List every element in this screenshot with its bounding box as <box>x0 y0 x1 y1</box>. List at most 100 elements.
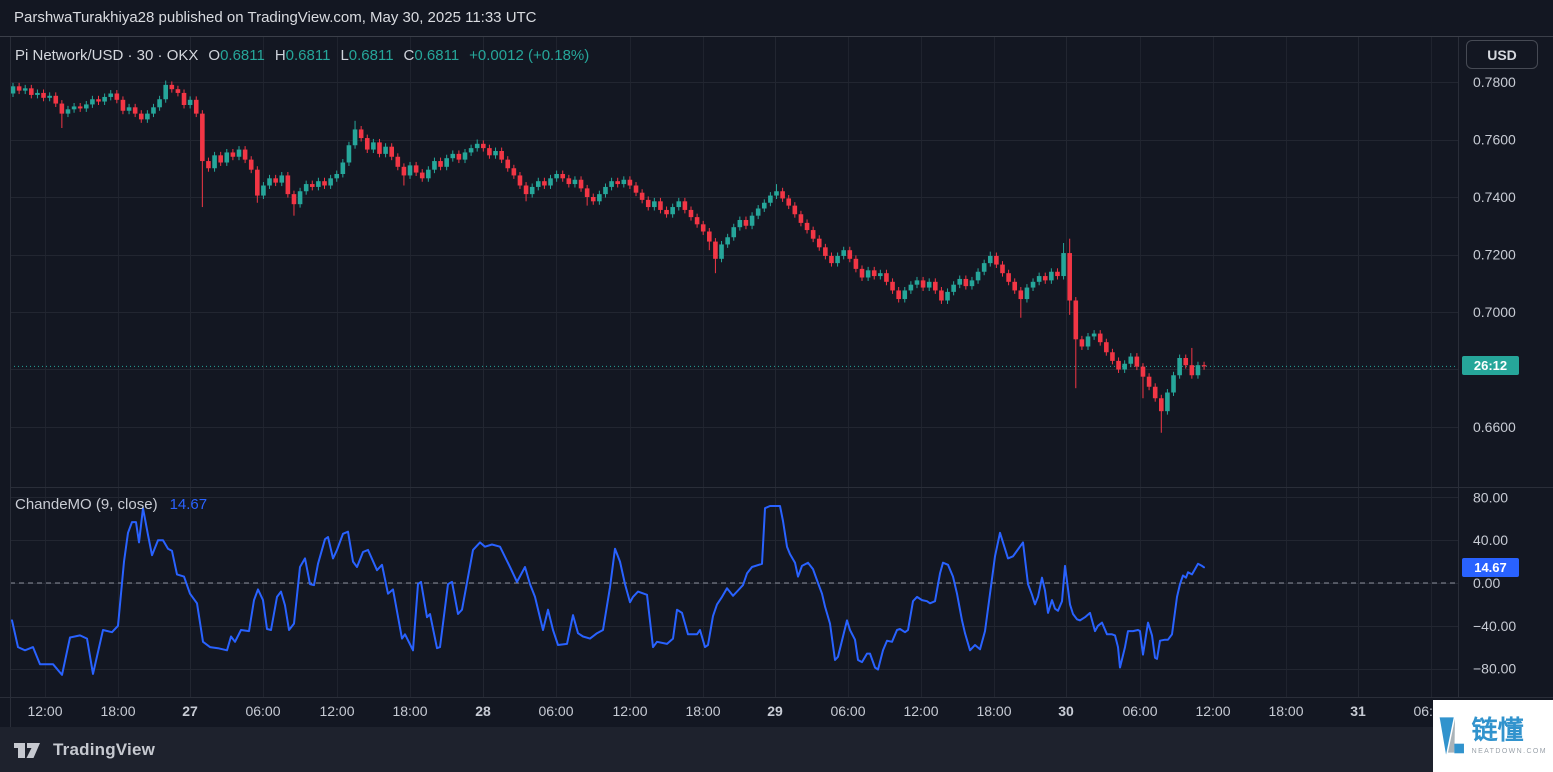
candle-body <box>975 271 981 281</box>
candle-body <box>193 99 199 114</box>
legend-low: L0.6811 <box>340 47 394 64</box>
candle-body <box>358 129 364 139</box>
candle-body <box>108 93 114 97</box>
candle-body <box>1042 276 1048 281</box>
indicator-pane[interactable] <box>10 487 1458 697</box>
candle-body <box>132 107 138 114</box>
candle-body <box>633 185 639 193</box>
candle-body <box>1159 398 1164 412</box>
candle-body <box>261 185 266 196</box>
tradingview-logo-icon[interactable] <box>14 740 44 760</box>
candle-body <box>951 284 956 292</box>
price-tick-label: 0.7000 <box>1473 304 1516 320</box>
candle-body <box>560 174 566 179</box>
candle-body <box>859 268 865 278</box>
candle-body <box>493 151 498 156</box>
candle-body <box>652 201 657 208</box>
candle-body <box>151 107 156 114</box>
candle-body <box>438 161 443 167</box>
candle-body <box>682 201 688 210</box>
neatdown-watermark[interactable]: 链懂 NEATDOWN.COM <box>1433 700 1553 772</box>
symbol-legend[interactable]: Pi Network/USD · 30 · OKX O0.6811 H0.681… <box>15 47 589 64</box>
candle-body <box>59 103 65 114</box>
candle-body <box>597 194 602 202</box>
indicator-value-label: 14.67 <box>1462 557 1519 577</box>
candle-body <box>987 255 993 264</box>
candle-body <box>212 155 217 169</box>
candle-body <box>853 258 859 269</box>
legend-close: C0.6811 <box>403 47 460 64</box>
candle-body <box>1024 287 1030 300</box>
candle-body <box>719 244 724 259</box>
time-tick-label: 06:00 <box>538 703 573 719</box>
candle-body <box>474 143 480 149</box>
tradingview-wordmark[interactable]: TradingView <box>53 739 156 759</box>
main-price-pane[interactable] <box>10 37 1458 487</box>
candle-body <box>1055 271 1060 277</box>
candle-body <box>664 209 669 215</box>
candle-body <box>1134 356 1140 367</box>
time-tick-label: 12:00 <box>903 703 938 719</box>
time-tick-label: 12:00 <box>612 703 647 719</box>
candle-body <box>1030 281 1036 288</box>
candle-body <box>114 93 120 100</box>
candle-body <box>914 280 920 285</box>
candle-body <box>615 181 620 185</box>
candle-body <box>920 280 926 288</box>
candle-body <box>700 224 706 232</box>
candle-body <box>1110 352 1115 361</box>
candle-body <box>926 281 932 288</box>
candle-body <box>670 207 675 215</box>
indicator-legend[interactable]: ChandeMO (9, close) 14.67 <box>15 496 207 513</box>
candle-body <box>884 273 889 282</box>
candle-body <box>218 155 223 163</box>
indicator-tick-label: 80.00 <box>1473 489 1508 505</box>
time-tick-label: 06:00 <box>1122 703 1157 719</box>
time-tick-label: 18:00 <box>976 703 1011 719</box>
candle-body <box>847 250 853 259</box>
candle-body <box>1097 333 1103 343</box>
chandemo-line <box>11 505 1205 676</box>
time-tick-day-label: 27 <box>182 703 198 719</box>
time-tick-label: 06:00 <box>830 703 865 719</box>
candle-body <box>383 146 388 154</box>
candle-body <box>603 186 608 195</box>
candle-body <box>658 201 663 210</box>
candle-body <box>945 291 950 301</box>
candle-body <box>933 281 938 291</box>
candle-body <box>120 99 126 111</box>
time-tick-label: 12:00 <box>27 703 62 719</box>
candle-body <box>102 96 107 102</box>
candle-body <box>157 99 162 108</box>
currency-toggle-button[interactable]: USD <box>1466 40 1538 69</box>
published-banner: ParshwaTurakhiya28 published on TradingV… <box>14 9 537 26</box>
candle-body <box>505 159 511 169</box>
candle-body <box>419 172 425 179</box>
candle-body <box>187 99 193 105</box>
candle-body <box>835 255 840 264</box>
price-tick-label: 0.6600 <box>1473 419 1516 435</box>
price-tick-label: 0.7600 <box>1473 132 1516 148</box>
candle-body <box>578 179 584 189</box>
candle-body <box>346 145 352 163</box>
legend-high: H0.6811 <box>274 47 331 64</box>
candle-body <box>523 185 529 195</box>
bar-countdown-label: 26:12 <box>1462 356 1519 376</box>
candle-body <box>273 178 278 183</box>
symbol-title[interactable]: Pi Network/USD · 30 · OKX <box>15 47 199 64</box>
candle-body <box>743 220 749 226</box>
candle-body <box>242 149 248 160</box>
candle-body <box>41 92 46 98</box>
candle-body <box>468 148 474 153</box>
indicator-title[interactable]: ChandeMO (9, close) <box>15 496 158 513</box>
indicator-tick-label: 40.00 <box>1473 532 1508 548</box>
candle-body <box>786 198 792 206</box>
candle-body <box>364 138 370 150</box>
candle-body <box>499 151 504 160</box>
candle-body <box>535 181 541 187</box>
candle-body <box>572 179 578 185</box>
candle-body <box>1152 386 1158 399</box>
time-scale[interactable] <box>10 697 1458 727</box>
candle-body <box>1116 360 1121 370</box>
candle-body <box>432 161 437 170</box>
